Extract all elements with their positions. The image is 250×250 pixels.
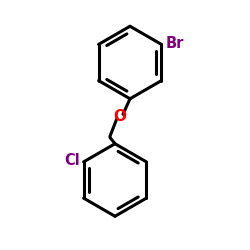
Text: Cl: Cl <box>64 153 80 168</box>
Text: Br: Br <box>165 36 184 51</box>
Text: O: O <box>114 109 126 124</box>
